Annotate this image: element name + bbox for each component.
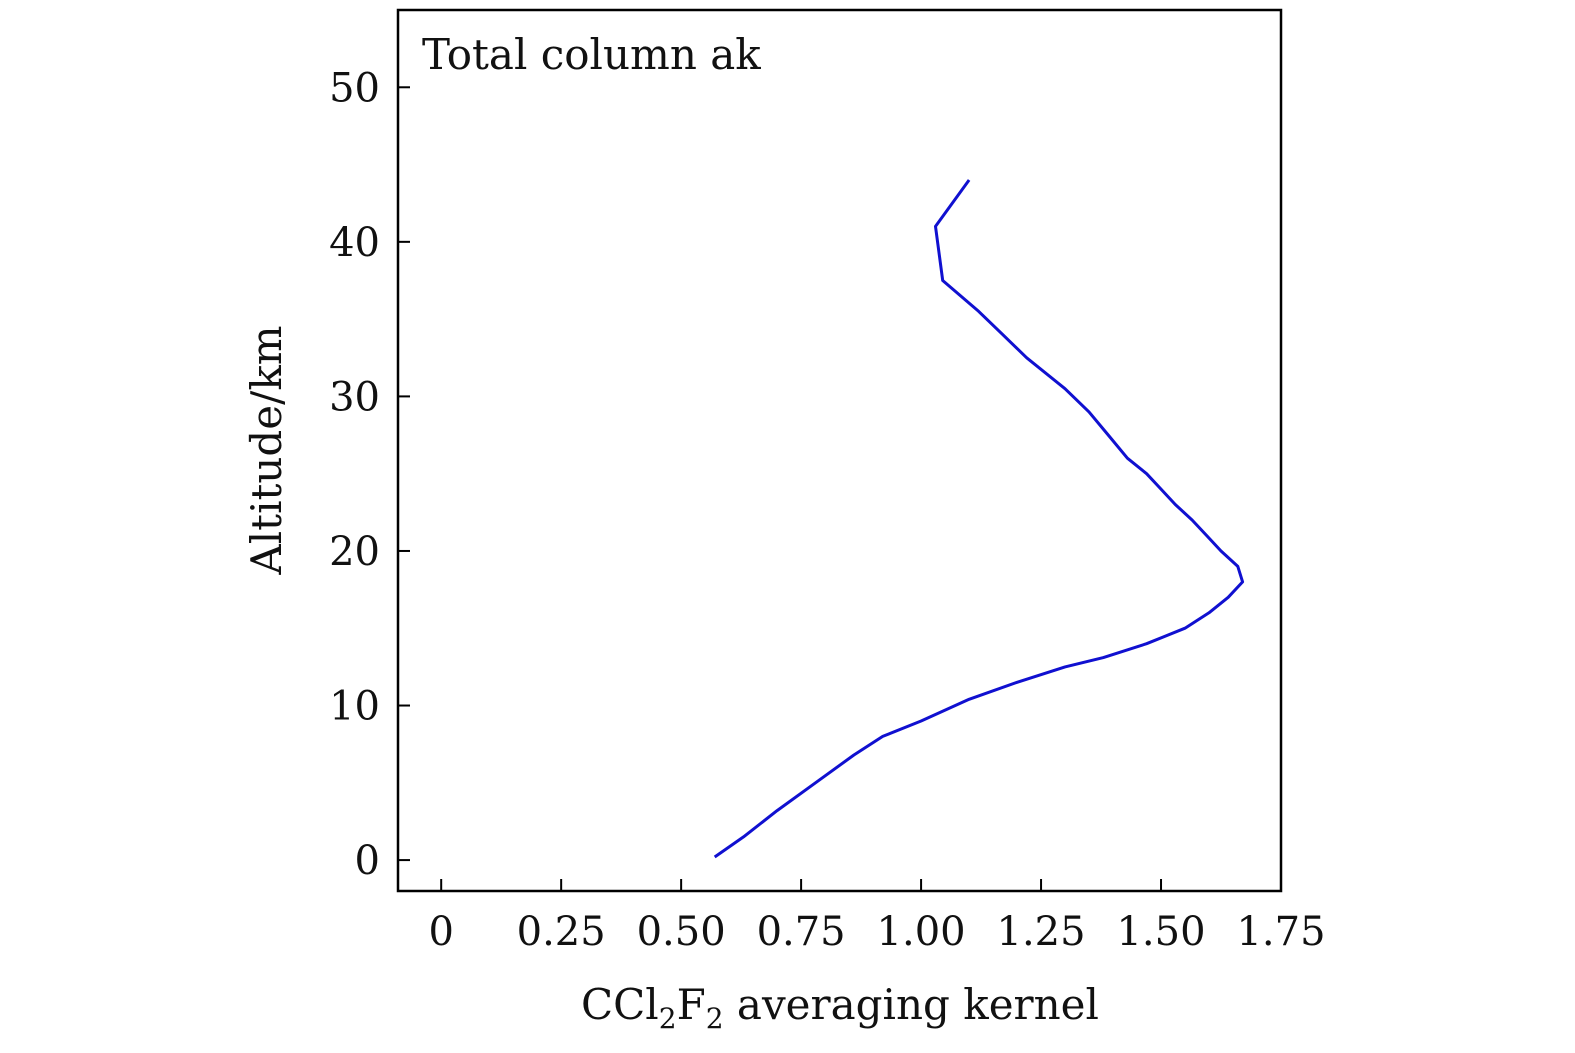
x-tick-label: 0.25 <box>517 909 606 955</box>
x-tick-label: 0.50 <box>637 909 726 955</box>
x-axis-title-part: averaging kernel <box>724 980 1099 1029</box>
y-tick-label: 0 <box>355 838 380 884</box>
x-axis-title-part: F <box>677 980 706 1029</box>
x-axis-title-subscript: 2 <box>659 1002 677 1035</box>
y-tick-label: 10 <box>329 684 380 730</box>
x-tick-label: 1.75 <box>1236 909 1325 955</box>
y-axis-ticks: 0 10 20 30 40 50 <box>329 65 410 884</box>
x-axis-ticks: 0 0.25 0.50 0.75 1.00 1.25 1.50 1.75 <box>428 879 1326 955</box>
y-axis-title: Altitude/km <box>242 325 291 575</box>
y-tick-label: 30 <box>329 374 380 420</box>
x-axis-title-subscript: 2 <box>706 1002 724 1035</box>
x-tick-label: 1.25 <box>997 909 1086 955</box>
series-line <box>713 179 1245 859</box>
chart-annotation: Total column ak <box>422 30 761 79</box>
y-tick-label: 20 <box>329 529 380 575</box>
x-axis-title-part: CCl <box>581 980 659 1029</box>
plot-area <box>396 8 1283 893</box>
x-tick-label: 1.50 <box>1116 909 1205 955</box>
y-tick-label: 50 <box>329 65 380 111</box>
x-tick-label: 1.00 <box>877 909 966 955</box>
y-tick-label: 40 <box>329 220 380 266</box>
x-tick-label: 0.75 <box>757 909 846 955</box>
x-axis-title: CCl2F2 averaging kernel <box>581 980 1099 1035</box>
x-tick-label: 0 <box>428 909 453 955</box>
plot-frame <box>396 8 1283 893</box>
